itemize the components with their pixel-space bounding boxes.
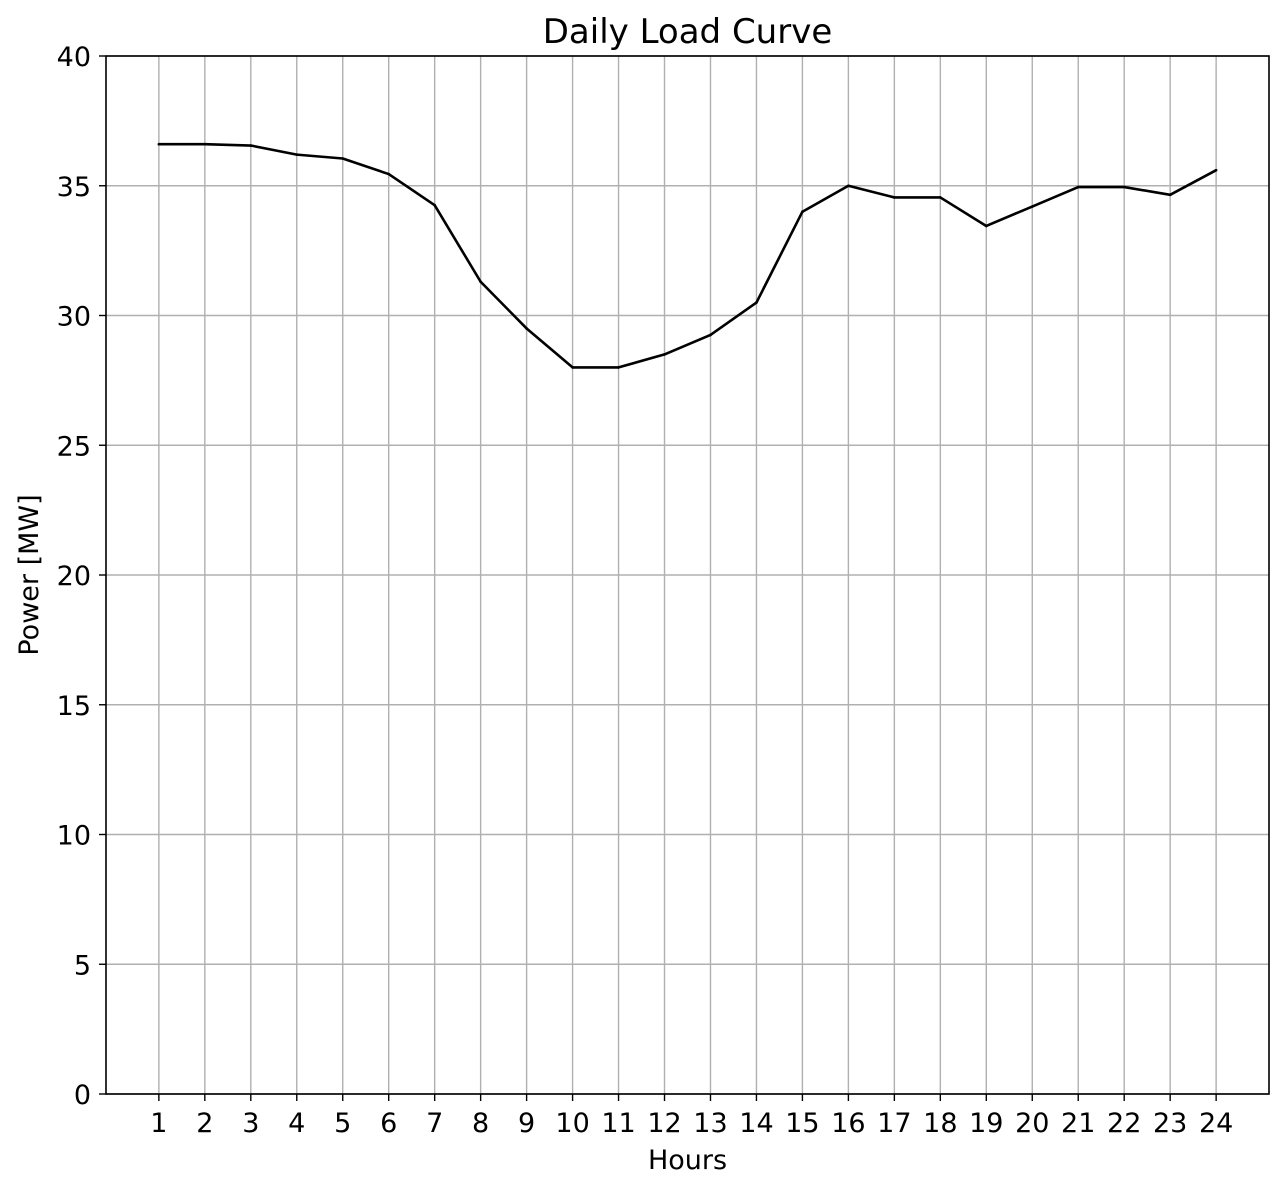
- y-axis-title: Power [MW]: [14, 494, 45, 655]
- y-tick-label: 40: [57, 42, 91, 73]
- data-point: [1030, 205, 1034, 208]
- x-tick-label: 17: [877, 1108, 911, 1139]
- data-point: [525, 327, 528, 330]
- y-tick-label: 35: [57, 172, 91, 203]
- data-point: [295, 153, 299, 156]
- y-tick-label: 0: [74, 1080, 91, 1111]
- data-point: [433, 203, 436, 207]
- data-point: [479, 280, 482, 284]
- y-tick-label: 20: [57, 561, 91, 592]
- data-point: [387, 172, 391, 176]
- data-point: [847, 184, 850, 188]
- series-layer: [157, 142, 1218, 369]
- y-tick-label: 5: [74, 950, 91, 981]
- x-tick-label: 24: [1199, 1108, 1233, 1139]
- data-point: [341, 157, 345, 160]
- data-point: [203, 142, 207, 146]
- x-tick-label: 6: [380, 1108, 397, 1139]
- x-tick-label: 19: [969, 1108, 1003, 1139]
- data-point: [249, 144, 253, 147]
- x-tick-label: 16: [831, 1108, 865, 1139]
- x-tick-label: 3: [242, 1108, 259, 1139]
- data-point: [1214, 168, 1218, 172]
- data-point: [157, 142, 161, 146]
- data-point: [893, 196, 896, 199]
- x-tick-label: 7: [426, 1108, 443, 1139]
- x-tick-label: 2: [196, 1108, 213, 1139]
- x-tick-label: 1: [150, 1108, 167, 1139]
- x-tick-label: 10: [555, 1108, 589, 1139]
- x-tick-label: 9: [518, 1108, 535, 1139]
- x-tick-label: 22: [1107, 1108, 1141, 1139]
- x-tick-label: 13: [693, 1108, 727, 1139]
- x-tick-label: 4: [288, 1108, 305, 1139]
- x-tick-label: 14: [739, 1108, 773, 1139]
- y-tick-label: 10: [57, 821, 91, 852]
- grid: [106, 55, 1269, 1095]
- data-point: [571, 366, 574, 369]
- data-point: [801, 210, 804, 213]
- x-tick-label: 12: [647, 1108, 681, 1139]
- data-point: [1076, 185, 1080, 189]
- data-point: [939, 196, 942, 199]
- data-point: [617, 366, 620, 369]
- x-tick-label: 5: [334, 1108, 351, 1139]
- x-tick-label: 8: [472, 1108, 489, 1139]
- data-point: [709, 333, 712, 337]
- data-point: [755, 301, 758, 304]
- x-tick-label: 18: [923, 1108, 957, 1139]
- x-tick-label: 23: [1153, 1108, 1187, 1139]
- data-point: [1122, 185, 1126, 189]
- x-tick-label: 15: [785, 1108, 819, 1139]
- y-tick-label: 30: [57, 302, 91, 333]
- y-tick-label: 15: [57, 691, 91, 722]
- data-point: [663, 353, 666, 356]
- x-tick-label: 11: [601, 1108, 635, 1139]
- x-tick-label: 21: [1061, 1108, 1095, 1139]
- x-axis-title: Hours: [648, 1145, 727, 1176]
- x-tick-label: 20: [1015, 1108, 1049, 1139]
- data-point: [984, 224, 988, 228]
- ticks: 1 2 3 4 5 6 7 8 9 10 11 12 13 14 15 16 17 18 19 20 21 22 23 240…: [57, 42, 1234, 1139]
- load-series-line: [158, 142, 1217, 369]
- data-point: [1168, 193, 1172, 197]
- chart-title: Daily Load Curve: [543, 12, 833, 52]
- y-tick-label: 25: [57, 431, 91, 462]
